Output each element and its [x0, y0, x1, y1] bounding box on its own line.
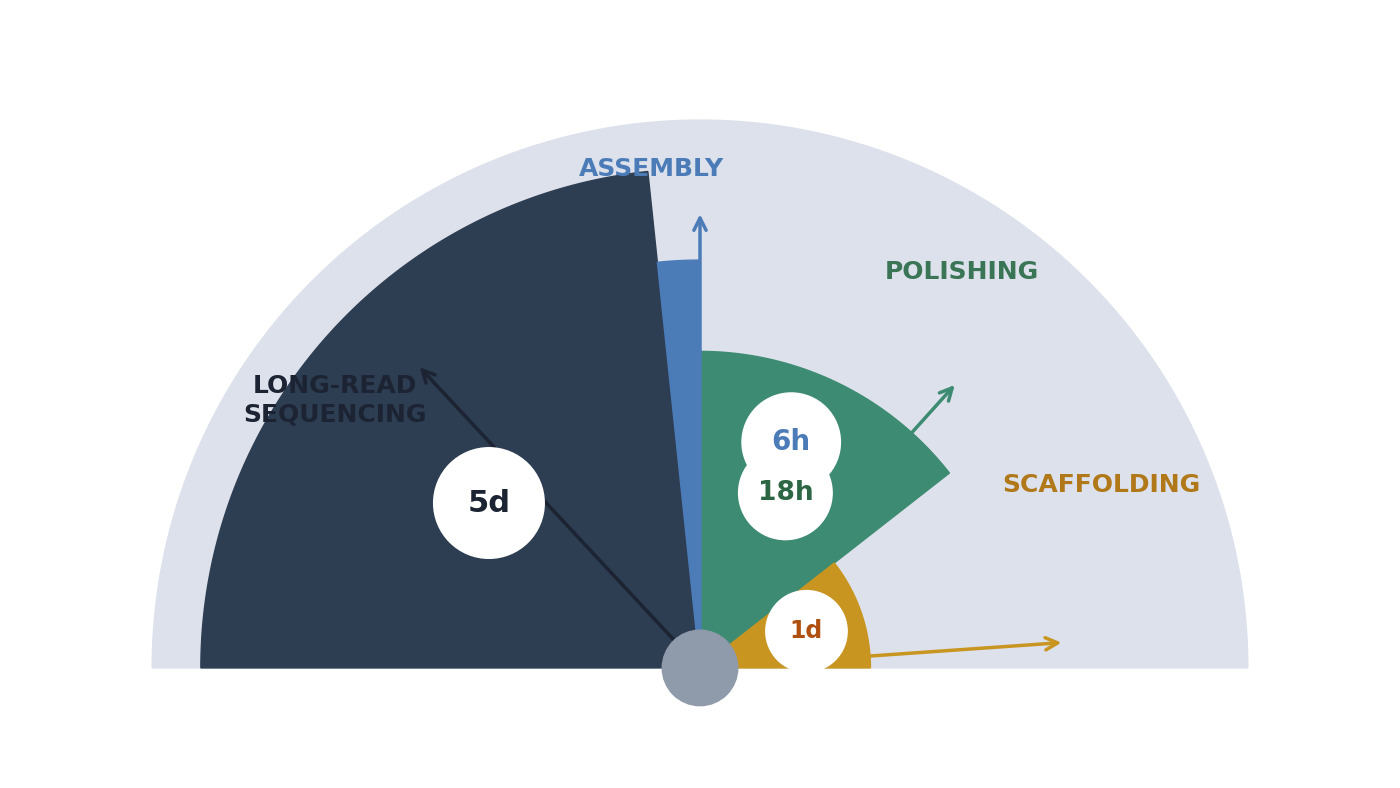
Circle shape: [738, 445, 833, 541]
Circle shape: [662, 630, 738, 705]
Polygon shape: [658, 260, 700, 668]
Text: POLISHING: POLISHING: [885, 260, 1039, 284]
Text: ASSEMBLY: ASSEMBLY: [578, 157, 724, 180]
Polygon shape: [200, 172, 700, 668]
Text: 18h: 18h: [757, 480, 813, 506]
Circle shape: [433, 447, 545, 559]
Circle shape: [764, 590, 848, 673]
Polygon shape: [153, 120, 1247, 668]
Polygon shape: [700, 563, 871, 668]
Circle shape: [741, 392, 841, 492]
Text: 5d: 5d: [468, 489, 511, 518]
Text: LONG-READ
SEQUENCING: LONG-READ SEQUENCING: [244, 374, 427, 426]
Text: 1d: 1d: [790, 619, 823, 643]
Polygon shape: [700, 351, 949, 668]
Text: SCAFFOLDING: SCAFFOLDING: [1002, 474, 1201, 497]
Text: 6h: 6h: [771, 428, 811, 456]
